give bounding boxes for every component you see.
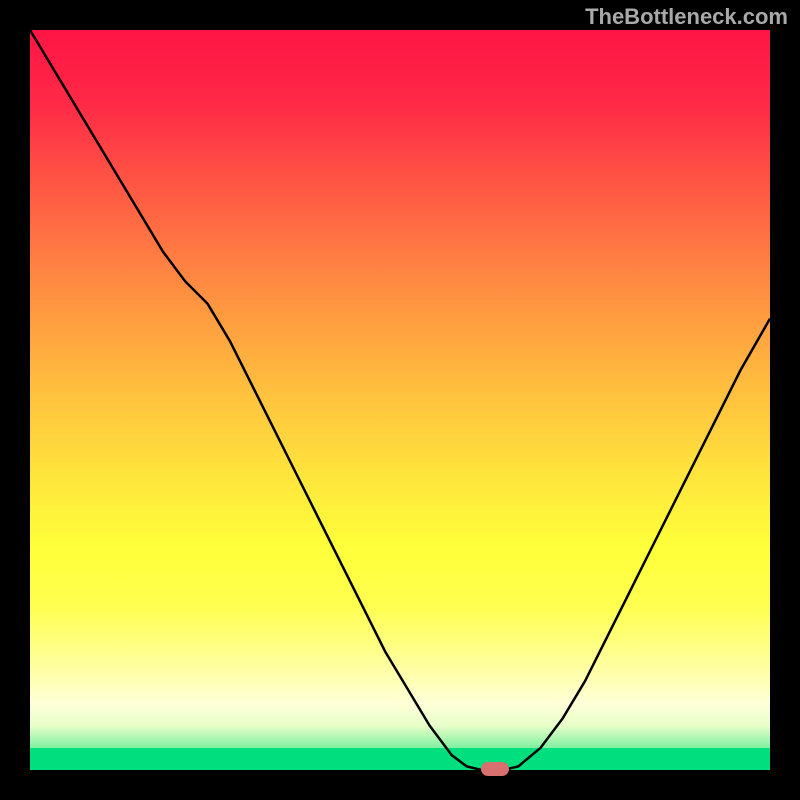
watermark-text: TheBottleneck.com <box>585 4 788 30</box>
bottleneck-marker <box>481 762 509 776</box>
plot-area <box>30 30 770 770</box>
bottleneck-curve <box>30 30 770 770</box>
